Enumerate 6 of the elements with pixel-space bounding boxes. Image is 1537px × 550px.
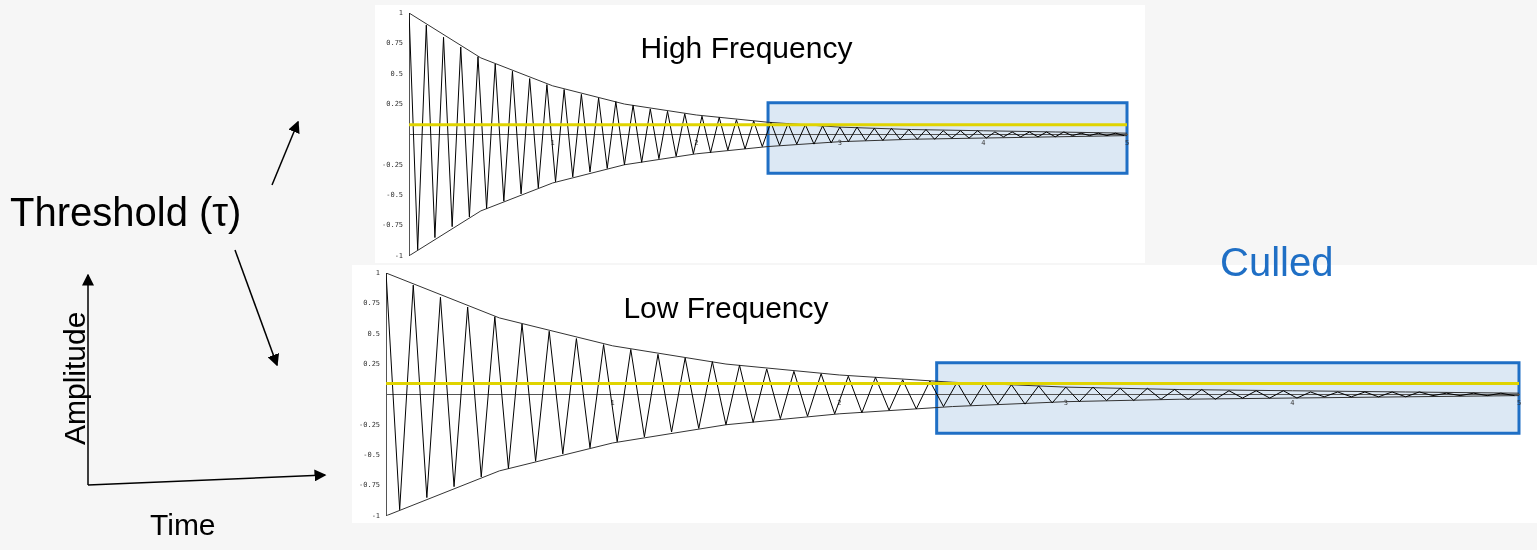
- y-axis-title: Amplitude: [58, 311, 92, 445]
- text: Low Frequency: [623, 291, 829, 325]
- annotation: Culled: [1220, 240, 1334, 285]
- x-axis-title: Time: [150, 508, 216, 542]
- text: High Frequency: [640, 31, 853, 65]
- text: Threshold (τ): [10, 190, 242, 235]
